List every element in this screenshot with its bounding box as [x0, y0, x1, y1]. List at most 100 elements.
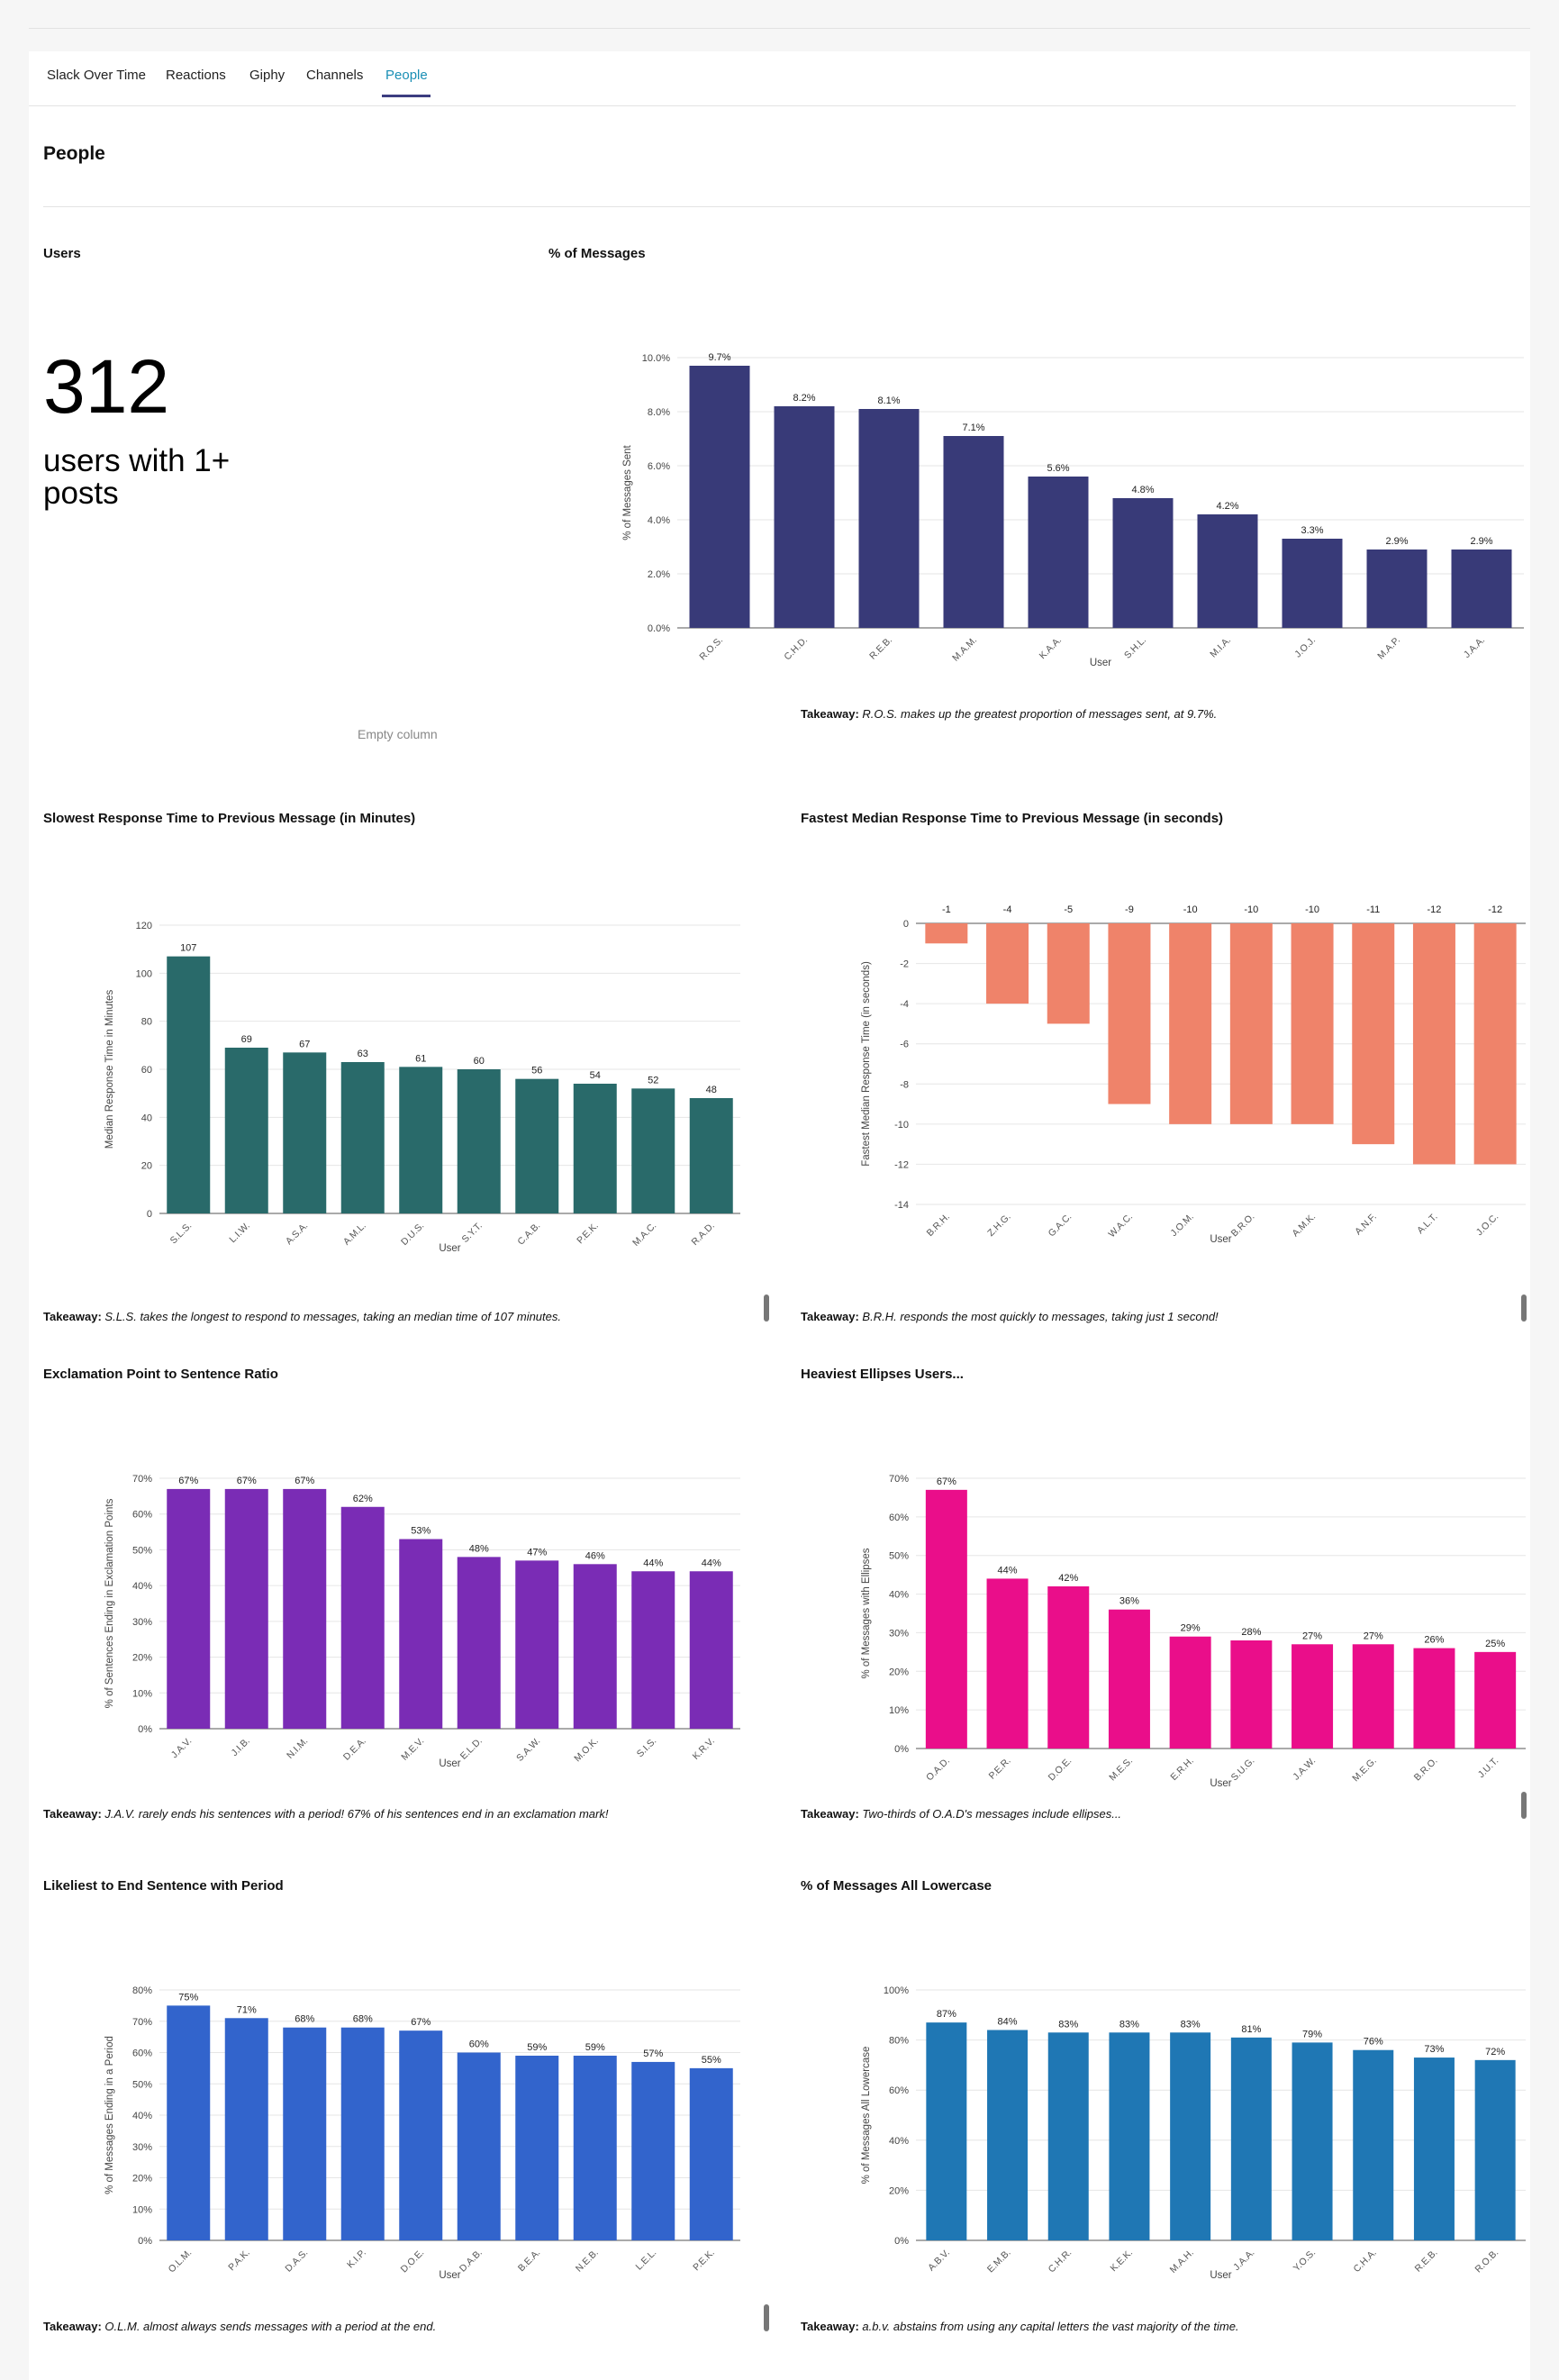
bar [1291, 923, 1334, 1124]
bar [573, 1564, 617, 1729]
x-tick-label: C.H.D. [782, 635, 810, 663]
users-count: 312 [43, 344, 170, 429]
data-label: 2.9% [1385, 536, 1408, 547]
chart-title-exclamation: Exclamation Point to Sentence Ratio [43, 1367, 278, 1382]
bar [1292, 2042, 1333, 2240]
x-tick-label: S.A.W. [514, 1736, 542, 1764]
resize-handle[interactable] [764, 2304, 769, 2331]
data-label: 81% [1241, 2024, 1261, 2035]
x-tick-label: P.E.K. [575, 1221, 601, 1247]
bar [515, 2055, 559, 2240]
bar [167, 2005, 211, 2240]
bar [1028, 477, 1089, 628]
bar [224, 1048, 268, 1213]
data-label: 52 [648, 1075, 658, 1086]
bar [1047, 1586, 1090, 1749]
data-label: 27% [1364, 1631, 1383, 1641]
bar [1413, 1648, 1455, 1749]
y-tick-label: 80 [141, 1017, 152, 1028]
tab-reactions[interactable]: Reactions [166, 68, 226, 83]
bar [1366, 550, 1428, 628]
x-tick-label: M.E.G. [1350, 1756, 1379, 1785]
y-tick-label: 30% [132, 1617, 152, 1628]
data-label: 55% [702, 2055, 721, 2066]
bar [925, 1489, 967, 1749]
bar [399, 1539, 443, 1729]
x-tick-label: J.O.C. [1474, 1212, 1501, 1239]
bar [399, 2030, 443, 2240]
y-tick-label: 20% [132, 2174, 152, 2185]
data-label: 60% [469, 2039, 489, 2050]
x-tick-label: S.I.S. [635, 1736, 659, 1760]
data-label: 44% [998, 1565, 1018, 1576]
data-label: -10 [1305, 904, 1319, 915]
x-tick-label: C.H.A. [1352, 2248, 1379, 2275]
dashboard-card: Slack Over Time Reactions Giphy Channels… [29, 51, 1530, 2380]
bar [573, 2055, 617, 2240]
bar [1230, 2037, 1272, 2240]
data-label: 76% [1364, 2037, 1383, 2048]
bar [1474, 1651, 1517, 1749]
x-tick-label: O.A.D. [924, 1756, 952, 1784]
x-tick-label: R.O.B. [1473, 2248, 1501, 2276]
data-label: 62% [353, 1494, 373, 1504]
bar [1229, 923, 1273, 1124]
data-label: 67% [237, 1476, 257, 1486]
x-tick-label: J.I.B. [229, 1736, 251, 1758]
y-tick-label: 4.0% [648, 515, 670, 526]
data-label: 107 [180, 943, 196, 954]
x-tick-label: D.O.E. [399, 2248, 427, 2276]
x-tick-label: A.B.V. [926, 2248, 952, 2274]
y-axis-title: % of Messages Sent [622, 444, 633, 540]
period-chart: 0% 10% 20% 30% 40% 50% 60% 70% 80% 75% O.L.M. 71% P.… [104, 1985, 740, 2281]
y-tick-label: 60 [141, 1065, 152, 1076]
tab-slack-over-time[interactable]: Slack Over Time [47, 68, 147, 83]
data-label: 48 [706, 1085, 717, 1095]
tab-people[interactable]: People [385, 68, 428, 83]
data-label: -12 [1488, 904, 1502, 915]
tab-channels[interactable]: Channels [306, 68, 364, 83]
exclamation-chart: 0% 10% 20% 30% 40% 50% 60% 70% 67% J.A.V. 67% J.I.B… [104, 1474, 740, 1769]
x-tick-label: M.E.S. [1107, 1756, 1135, 1784]
y-tick-label: 60% [889, 1512, 909, 1523]
y-axis-title: % of Messages Ending in a Period [104, 2036, 115, 2194]
y-axis-title: Fastest Median Response Time (in seconds… [861, 961, 872, 1167]
x-tick-label: B.R.O. [1229, 1212, 1257, 1240]
y-tick-label: 30% [132, 2142, 152, 2153]
resize-handle[interactable] [1521, 1294, 1527, 1322]
bar [167, 956, 211, 1213]
data-label: 8.2% [793, 393, 815, 404]
bar [457, 1557, 501, 1729]
bar [1451, 550, 1512, 628]
bar [986, 923, 1029, 1004]
y-tick-label: 60% [889, 2085, 909, 2096]
y-tick-label: 100% [884, 1985, 909, 1996]
tab-bar: Slack Over Time Reactions Giphy Channels… [29, 51, 1530, 105]
x-tick-label: N.I.M. [285, 1736, 310, 1761]
tab-giphy[interactable]: Giphy [249, 68, 286, 83]
data-label: 47% [527, 1547, 547, 1558]
x-tick-label: M.A.P. [1375, 635, 1402, 662]
x-tick-label: A.M.L. [341, 1221, 368, 1248]
data-label: 53% [411, 1526, 431, 1537]
slowest-response-chart: 0 20 40 60 80 100 120 107 S.L.S. 69 L.I.W. 67 A.S.A.… [104, 921, 740, 1254]
data-label: 83% [1181, 2019, 1201, 2030]
x-tick-label: J.A.A. [1462, 635, 1487, 660]
x-tick-label: M.E.V. [399, 1736, 426, 1763]
x-tick-label: A.N.F. [1353, 1212, 1379, 1238]
data-label: 69 [241, 1034, 252, 1045]
active-tab-indicator [382, 95, 431, 97]
resize-handle[interactable] [1521, 1792, 1527, 1819]
bar [689, 1571, 733, 1729]
data-label: 27% [1302, 1631, 1322, 1641]
y-tick-label: 50% [132, 2079, 152, 2090]
y-tick-label: 70% [132, 1474, 152, 1485]
bar [283, 2027, 327, 2240]
users-title: Users [43, 246, 81, 261]
chart-title-slowest-response: Slowest Response Time to Previous Messag… [43, 811, 416, 826]
data-label: 57% [643, 2048, 663, 2059]
x-tick-label: M.A.M. [950, 635, 979, 664]
x-tick-label: N.E.B. [574, 2248, 601, 2275]
bar [926, 2022, 967, 2240]
resize-handle[interactable] [764, 1294, 769, 1322]
